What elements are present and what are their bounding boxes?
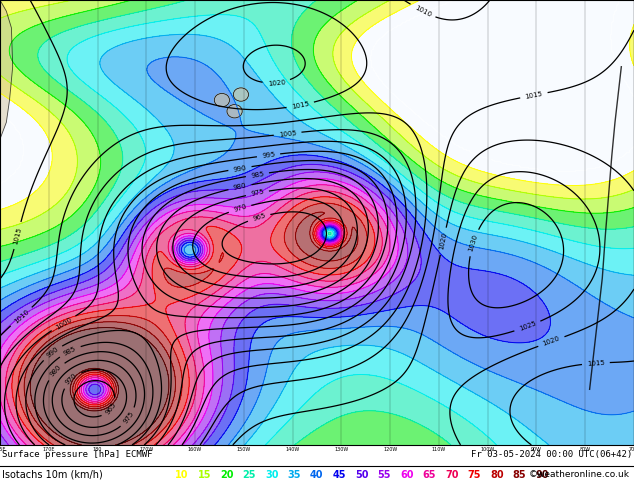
Circle shape [233,88,249,101]
Text: 10: 10 [175,470,188,480]
Text: Surface pressure [hPa] ECMWF: Surface pressure [hPa] ECMWF [2,450,153,459]
Text: 1020: 1020 [439,232,448,251]
Text: 20: 20 [220,470,233,480]
Circle shape [214,94,230,107]
Text: 1015: 1015 [524,91,543,100]
Text: 975: 975 [122,411,135,425]
Text: 980: 980 [233,183,247,192]
Text: 1020: 1020 [268,79,286,87]
Text: 80: 80 [490,470,503,480]
Text: 985: 985 [250,171,264,179]
Text: 40: 40 [310,470,323,480]
Text: 140W: 140W [285,447,300,452]
Text: 180: 180 [93,447,102,452]
Text: 75: 75 [467,470,481,480]
Text: 975: 975 [250,189,264,197]
Text: 1015: 1015 [13,226,23,245]
Text: 45: 45 [332,470,346,480]
Text: 65: 65 [422,470,436,480]
Text: 970: 970 [65,372,79,386]
Text: 120W: 120W [383,447,398,452]
Text: Fr 03-05-2024 00:00 UTC(06+42): Fr 03-05-2024 00:00 UTC(06+42) [471,450,632,459]
Text: 50: 50 [355,470,368,480]
Text: 165E: 165E [0,447,6,452]
Text: 70W: 70W [628,447,634,452]
Text: 1030: 1030 [468,233,479,252]
Text: 1000: 1000 [55,316,73,330]
Text: ©weatheronline.co.uk: ©weatheronline.co.uk [529,470,630,479]
Text: 15: 15 [198,470,211,480]
Text: 85: 85 [512,470,526,480]
Text: 1010: 1010 [13,308,30,325]
Text: 100W: 100W [481,447,495,452]
Text: 70: 70 [445,470,458,480]
Text: 25: 25 [242,470,256,480]
Text: 80W: 80W [579,447,591,452]
Text: 60: 60 [400,470,413,480]
Text: 1015: 1015 [586,360,605,367]
Text: 1015: 1015 [291,100,309,110]
Text: 980: 980 [49,364,63,378]
Text: 990: 990 [233,165,247,172]
Text: Isotachs 10m (km/h): Isotachs 10m (km/h) [2,470,103,480]
Text: 150W: 150W [236,447,251,452]
Text: 90: 90 [535,470,548,480]
Text: 130W: 130W [334,447,349,452]
Text: 55: 55 [377,470,391,480]
Text: 995: 995 [262,151,276,159]
Text: 1025: 1025 [518,320,537,332]
Text: 970: 970 [233,204,247,214]
Text: 965: 965 [252,213,266,222]
Text: 35: 35 [287,470,301,480]
Text: 985: 985 [63,345,77,357]
Text: 110W: 110W [432,447,446,452]
Text: 90W: 90W [531,447,542,452]
Text: 990: 990 [45,346,60,359]
Text: 1005: 1005 [278,130,297,138]
Text: 965: 965 [105,401,117,416]
Text: 1020: 1020 [542,336,561,347]
Polygon shape [0,0,13,139]
Text: 170W: 170W [139,447,153,452]
Text: 30: 30 [265,470,278,480]
Text: 160W: 160W [188,447,202,452]
Text: 1010: 1010 [413,4,432,18]
Text: 170E: 170E [42,447,55,452]
Circle shape [227,104,242,118]
